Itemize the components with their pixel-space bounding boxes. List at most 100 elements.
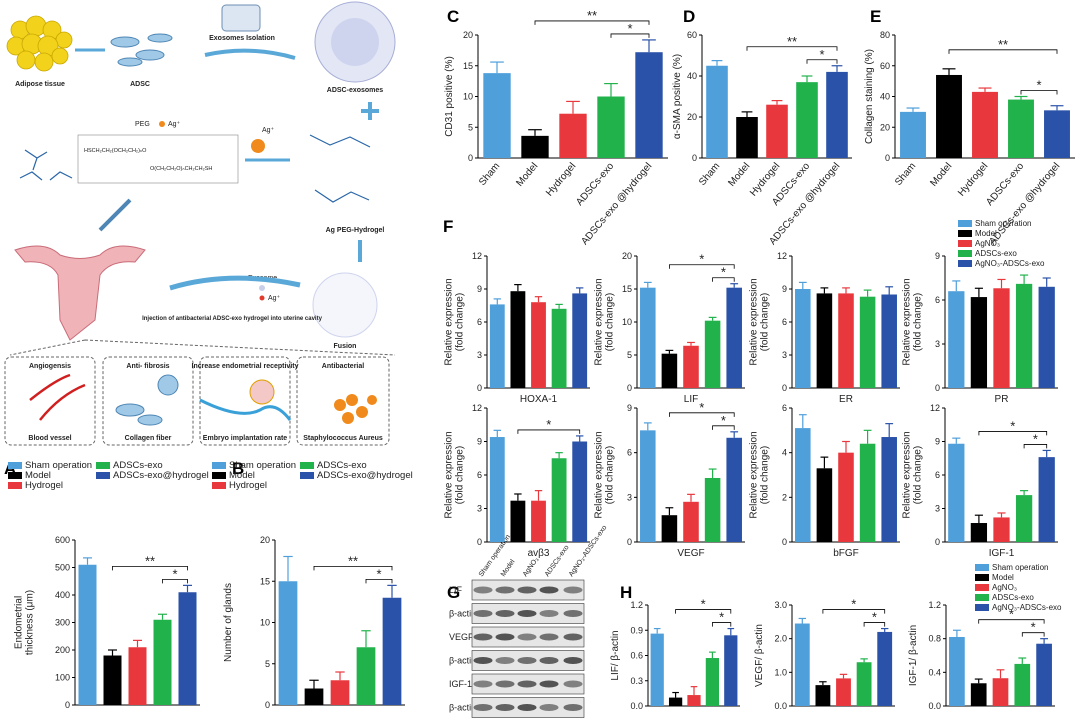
y-tick-label: 500: [55, 563, 70, 573]
legend-swatch: [958, 260, 972, 267]
ag-icon: [159, 121, 165, 127]
x-tick-label: ADSCs-exo: [574, 161, 616, 208]
bar: [705, 658, 720, 706]
legend-swatch: [958, 220, 972, 227]
band: [473, 586, 493, 594]
legend-swatch: [96, 462, 110, 469]
legend-swatch: [300, 472, 314, 479]
label: Exosomes Isolation: [209, 35, 275, 42]
y-axis-label: Relative expression: [444, 278, 455, 365]
bar: [510, 291, 526, 388]
band: [517, 610, 537, 617]
legend-swatch: [958, 250, 972, 257]
legend-label: AgNO₃-ADSCs-exo: [975, 259, 1045, 268]
bar: [1008, 99, 1034, 158]
bar: [836, 678, 851, 706]
significance-label: **: [145, 553, 155, 568]
panel-name: ER: [839, 394, 853, 405]
x-tick-label: Sham: [893, 161, 918, 188]
bar: [706, 65, 728, 158]
legend-label: AgNO₃-ADSCs-exo: [992, 603, 1062, 612]
bar: [726, 287, 742, 388]
fusion-icon: [312, 272, 378, 338]
panel-letter: D: [683, 7, 695, 26]
significance-bracket: [313, 565, 393, 571]
legend-label: Sham operation: [25, 460, 92, 471]
bar: [128, 647, 147, 705]
y-tick-label: 12: [930, 403, 940, 413]
band: [473, 610, 493, 617]
bar: [794, 623, 810, 706]
bar: [640, 287, 656, 388]
label: PEG: [135, 121, 150, 128]
band: [563, 680, 583, 688]
y-tick-label: 3: [935, 339, 940, 349]
legend-label: ADSCs-exo@hydrogel: [317, 470, 413, 481]
legend-swatch: [958, 240, 972, 247]
x-tick-label: Model: [928, 161, 954, 189]
y-tick-label: 0.6: [630, 651, 643, 661]
legend-swatch: [975, 594, 989, 601]
bar: [521, 135, 549, 158]
y-tick-label: 5: [468, 122, 473, 132]
bar: [704, 477, 721, 542]
significance-label: *: [721, 265, 726, 280]
y-axis-label: Endometrial: [14, 596, 25, 649]
y-axis-label: Collagen staining (%): [864, 49, 875, 144]
bar: [795, 428, 811, 542]
bar: [382, 597, 402, 705]
bar: [510, 500, 526, 542]
bar: [993, 288, 1010, 388]
legend-label: Model: [25, 470, 51, 481]
schematic: Adipose tissue ADSC Exosomes Isolation A…: [4, 1, 396, 446]
arrow: [204, 48, 296, 60]
y-tick-label: 0: [627, 537, 632, 547]
row-label: IGF-1: [449, 679, 472, 689]
band: [517, 586, 537, 594]
band: [563, 610, 583, 617]
y-tick-label: 12: [472, 251, 482, 261]
y-tick-label: 6: [782, 317, 787, 327]
y-tick-label: 3: [782, 350, 787, 360]
legend-label: AgNO₃: [975, 239, 1000, 248]
row-label: β-actin: [449, 609, 476, 619]
bar: [661, 353, 678, 388]
box-caption: Blood vessel: [28, 435, 71, 442]
adipose-icon: [6, 15, 73, 72]
significance-label: *: [699, 400, 704, 415]
y-axis-label: Relative expression: [902, 431, 913, 518]
panel-name: PR: [995, 394, 1009, 405]
dash: [9, 339, 396, 356]
embryo-icon: [249, 379, 275, 405]
bar: [572, 293, 588, 388]
y-tick-label: 60: [687, 30, 697, 40]
y-tick-label: 20: [463, 30, 473, 40]
bar: [640, 430, 656, 542]
legend-swatch: [300, 462, 314, 469]
band: [517, 633, 537, 641]
label: Fusion: [334, 343, 357, 350]
box-caption: Embryo implantation rate: [203, 435, 288, 442]
bar: [948, 291, 965, 388]
legend-swatch: [975, 604, 989, 611]
bar: [683, 501, 699, 542]
y-axis-label: (fold change): [605, 293, 616, 351]
legend-swatch: [8, 462, 22, 469]
box-title: Antibacterial: [322, 363, 364, 370]
legend-swatch: [8, 482, 22, 489]
significance-label: *: [376, 566, 381, 581]
box-title: Increase endometrial receptivity: [192, 363, 299, 370]
y-tick-label: 9: [627, 403, 632, 413]
significance-bracket: [365, 578, 393, 584]
bar: [1015, 283, 1033, 388]
significance-label: *: [701, 597, 706, 612]
exosome-core: [331, 18, 379, 66]
legend-label: ADSCs-exo: [317, 460, 367, 471]
band: [495, 680, 515, 688]
y-tick-label: 3: [627, 492, 632, 502]
y-tick-label: 9: [935, 251, 940, 261]
label: Adipose tissue: [15, 81, 65, 88]
bar: [992, 678, 1009, 706]
bar: [993, 517, 1010, 542]
